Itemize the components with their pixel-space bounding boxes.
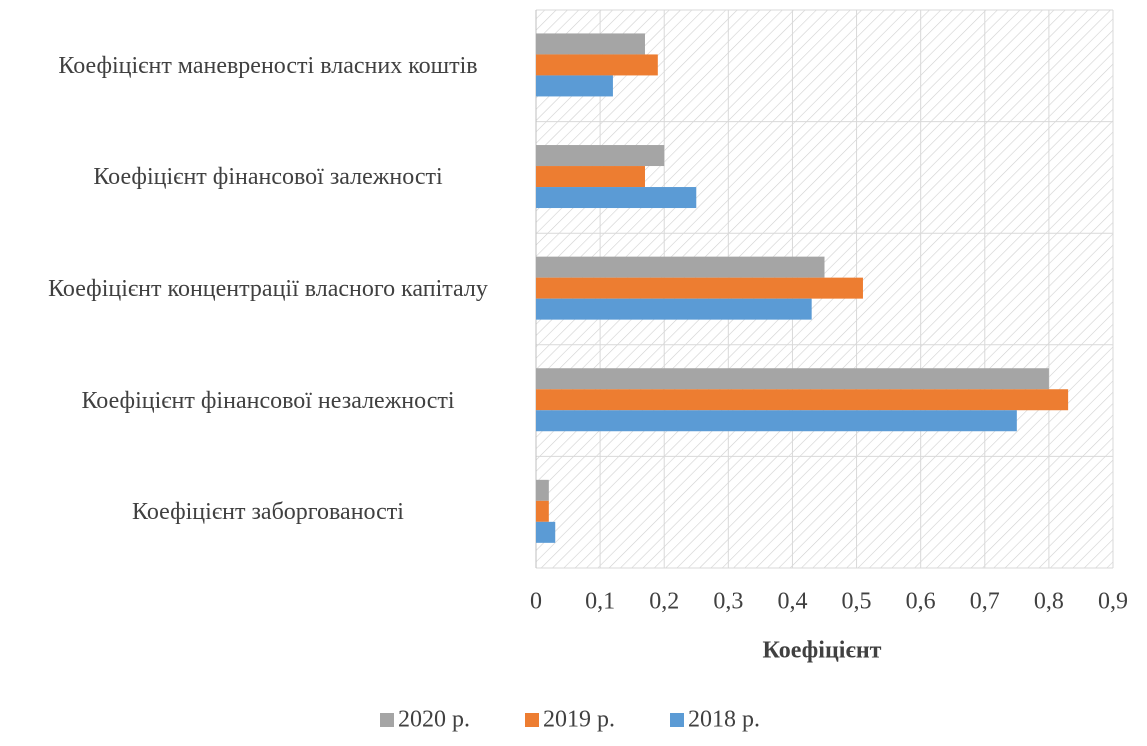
- x-tick-label: 0,2: [649, 589, 679, 615]
- x-tick-label: 0,7: [970, 589, 1000, 615]
- legend-label: 2020 р.: [398, 707, 470, 733]
- x-tick-label: 0,8: [1034, 589, 1064, 615]
- x-tick-label: 0,6: [906, 589, 936, 615]
- x-axis-label: Коефіцієнт: [763, 638, 882, 664]
- bar: [536, 500, 549, 522]
- legend-label: 2018 р.: [688, 707, 760, 733]
- x-tick-label: 0,9: [1098, 589, 1128, 615]
- bar: [536, 277, 863, 299]
- bar: [536, 75, 613, 97]
- bar: [536, 298, 812, 320]
- bar: [536, 256, 825, 278]
- legend-swatch: [525, 713, 539, 727]
- y-tick-label: Коефіцієнт маневреності власних коштів: [58, 52, 478, 79]
- x-tick-label: 0,4: [777, 589, 807, 615]
- legend-swatch: [380, 713, 394, 727]
- y-tick-label: Коефіцієнт заборгованості: [132, 499, 404, 526]
- y-tick-label: Коефіцієнт концентрації власного капітал…: [48, 276, 488, 302]
- x-tick-label: 0,1: [585, 589, 615, 615]
- x-tick-label: 0,5: [842, 589, 872, 615]
- legend-label: 2019 р.: [543, 707, 615, 733]
- bar: [536, 54, 658, 76]
- y-tick-label: Коефіцієнт фінансової залежності: [93, 164, 443, 191]
- bar: [536, 166, 645, 188]
- bar: [536, 479, 549, 501]
- bar: [536, 521, 556, 543]
- bar: [536, 145, 665, 167]
- bar: [536, 410, 1017, 432]
- x-tick-label: 0,3: [713, 589, 743, 615]
- bar: [536, 33, 645, 55]
- y-tick-label: Коефіцієнт фінансової незалежності: [81, 387, 455, 414]
- bar: [536, 368, 1049, 390]
- legend-swatch: [670, 713, 684, 727]
- bar: [536, 389, 1069, 411]
- bar: [536, 187, 697, 209]
- x-tick-label: 0: [530, 589, 542, 615]
